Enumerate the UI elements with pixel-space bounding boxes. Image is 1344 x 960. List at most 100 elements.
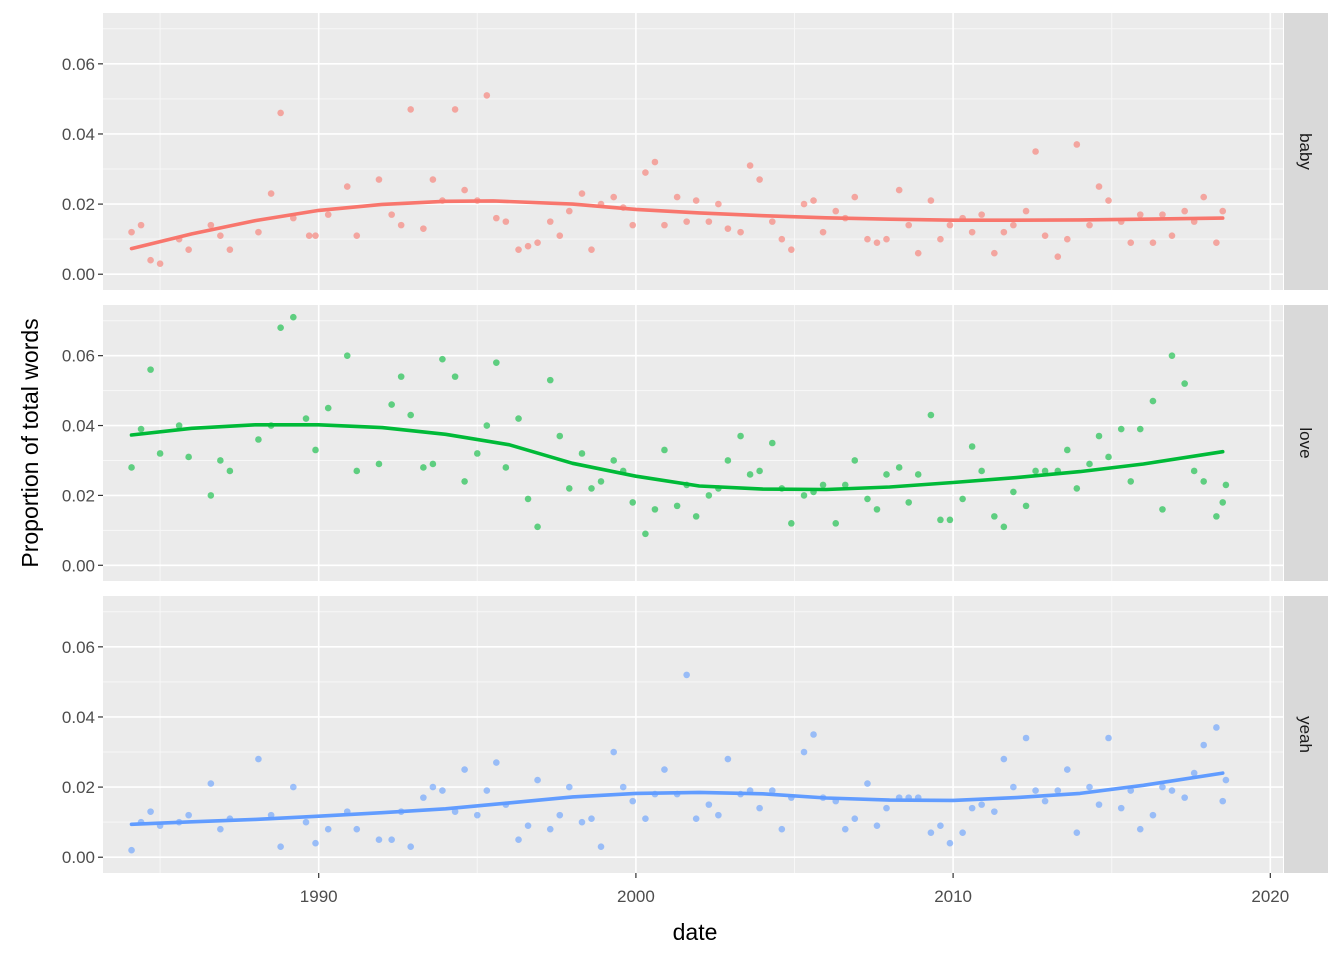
- data-point: [588, 485, 595, 492]
- data-point: [524, 242, 532, 250]
- data-point: [502, 464, 510, 471]
- data-point: [1095, 801, 1103, 808]
- data-point: [439, 787, 446, 794]
- data-point: [451, 808, 459, 815]
- data-point: [788, 520, 795, 527]
- y-tick-label: 0.06: [62, 638, 95, 657]
- panel-background: [103, 305, 1283, 581]
- data-point: [1073, 141, 1081, 148]
- data-point: [991, 513, 998, 520]
- data-point: [914, 249, 922, 257]
- facet-panels: 0.00 0.02 0.04 0.06 baby 0.00 0.02 0.04 0.06 love…: [62, 13, 1328, 906]
- x-tick-label: 2020: [1251, 887, 1289, 906]
- data-point: [493, 759, 500, 766]
- facet-panel-yeah: 0.00 0.02 0.04 0.06 yeah: [62, 596, 1328, 873]
- data-point: [832, 207, 840, 215]
- data-point: [1022, 207, 1030, 215]
- data-point: [128, 846, 135, 854]
- data-point: [692, 197, 700, 204]
- data-point: [883, 471, 890, 478]
- data-point: [968, 443, 976, 450]
- data-point: [277, 843, 284, 851]
- data-point: [927, 197, 935, 204]
- data-point: [1022, 734, 1030, 742]
- data-point: [451, 106, 459, 113]
- data-point: [407, 411, 414, 419]
- data-point: [1149, 811, 1157, 819]
- data-point: [1213, 513, 1220, 520]
- y-axis-title: Proportion of total words: [17, 318, 43, 567]
- facet-strip: [1284, 13, 1328, 290]
- data-point: [946, 516, 954, 524]
- data-point: [546, 825, 554, 833]
- x-tick-label: 2010: [934, 887, 972, 906]
- data-point: [1054, 787, 1062, 794]
- data-point: [147, 366, 154, 373]
- data-point: [588, 246, 595, 253]
- data-point: [312, 839, 319, 847]
- data-point: [302, 818, 310, 826]
- data-point: [565, 207, 573, 215]
- data-point: [705, 801, 713, 808]
- data-point: [1054, 253, 1062, 260]
- data-point: [978, 801, 985, 808]
- data-point: [578, 818, 586, 826]
- data-point: [661, 446, 668, 454]
- data-point: [324, 211, 332, 218]
- facet-panel-love: 0.00 0.02 0.04 0.06 love: [62, 305, 1328, 581]
- data-point: [226, 467, 234, 475]
- data-point: [778, 825, 786, 833]
- data-point: [1219, 499, 1227, 506]
- data-point: [1105, 453, 1112, 461]
- facet-strip: [1284, 596, 1328, 873]
- data-point: [226, 246, 234, 253]
- data-point: [873, 239, 881, 246]
- data-point: [883, 804, 890, 812]
- data-point: [1032, 467, 1039, 475]
- data-point: [312, 446, 319, 454]
- data-point: [312, 232, 319, 239]
- data-point: [420, 225, 427, 232]
- data-point: [991, 249, 998, 257]
- data-point: [683, 671, 690, 679]
- data-point: [895, 186, 903, 194]
- y-tick-label: 0.00: [62, 556, 95, 575]
- data-point: [737, 228, 744, 236]
- data-point: [769, 787, 776, 794]
- data-point: [207, 221, 215, 229]
- trend-line: [129, 199, 1225, 251]
- data-point: [914, 471, 922, 478]
- data-point: [651, 158, 659, 166]
- data-point: [746, 162, 754, 169]
- y-tick-label: 0.04: [62, 708, 95, 727]
- data-point: [597, 478, 605, 485]
- data-point: [1105, 734, 1112, 742]
- data-point: [290, 783, 297, 791]
- trend-line: [129, 423, 1225, 492]
- data-point: [556, 232, 564, 239]
- data-point: [946, 221, 954, 229]
- data-point: [1200, 193, 1207, 201]
- data-point: [597, 843, 605, 851]
- data-point: [515, 415, 522, 422]
- x-axis-title: date: [673, 919, 718, 945]
- data-point: [588, 815, 595, 822]
- data-point: [895, 464, 903, 471]
- data-point: [175, 422, 183, 429]
- data-point: [515, 836, 522, 843]
- data-point: [810, 731, 817, 738]
- data-point: [524, 822, 532, 829]
- data-point: [1010, 221, 1017, 229]
- data-point: [388, 211, 395, 218]
- data-point: [546, 218, 554, 225]
- panel-background: [103, 596, 1283, 873]
- data-point: [502, 218, 510, 225]
- y-tick-label: 0.02: [62, 778, 95, 797]
- data-point: [1064, 766, 1071, 773]
- data-point: [1095, 432, 1103, 440]
- data-point: [788, 246, 795, 253]
- data-point: [439, 355, 446, 363]
- y-tick-label: 0.02: [62, 195, 95, 214]
- data-point: [864, 495, 871, 503]
